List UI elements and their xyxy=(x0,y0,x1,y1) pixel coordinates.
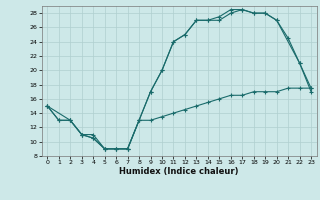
X-axis label: Humidex (Indice chaleur): Humidex (Indice chaleur) xyxy=(119,167,239,176)
